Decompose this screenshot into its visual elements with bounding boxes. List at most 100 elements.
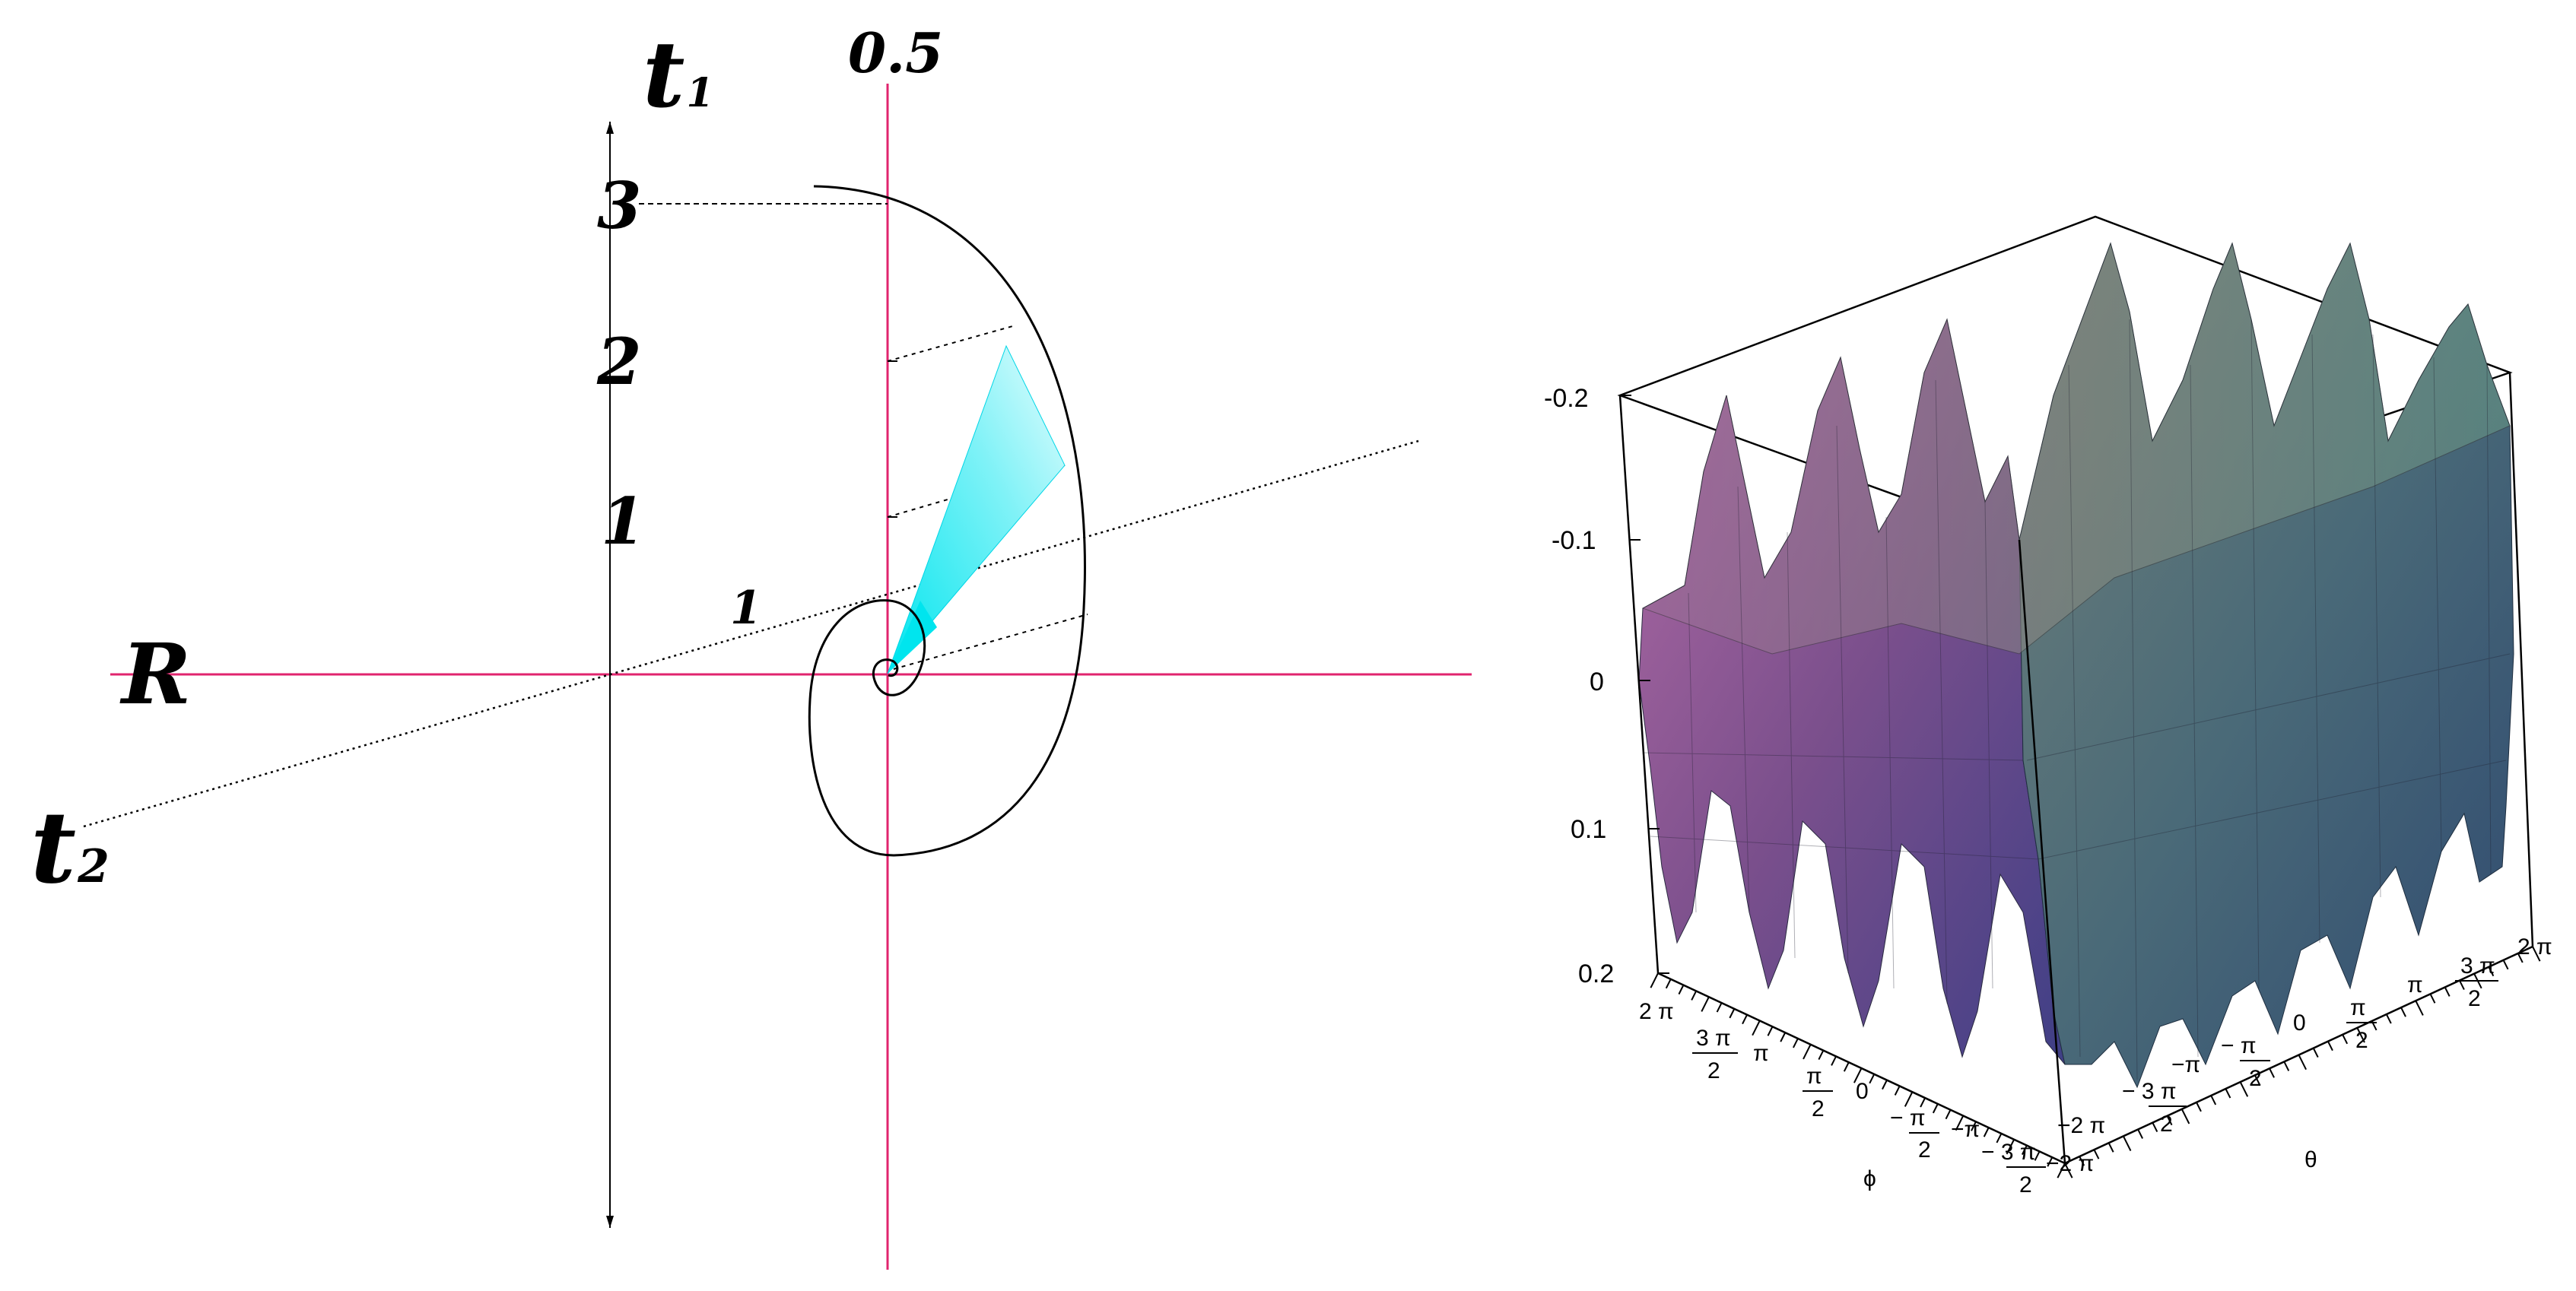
axis-tick	[2269, 1067, 2275, 1078]
t1-tick-2: 2	[596, 324, 641, 399]
axis-tick	[1678, 985, 1685, 995]
phi-tick-0: 0	[1856, 1079, 1869, 1104]
axis-tick	[2342, 1034, 2349, 1045]
surface-plot: -0.2 -0.1 0 0.1 0.2 2 π 3 π 2 π π 2 0 − …	[1544, 215, 2552, 1197]
axis-tick	[2225, 1088, 2231, 1099]
phi-axis-label: ϕ	[1863, 1166, 1876, 1191]
axis-tick	[2210, 1095, 2217, 1105]
z-tick-label: -0.2	[1544, 384, 1589, 413]
theta-tick-pi2-num: π	[2350, 995, 2366, 1020]
axis-tick	[2006, 1139, 2015, 1155]
axis-tick	[1767, 1026, 1774, 1036]
axis-tick	[1742, 1014, 1748, 1025]
axis-tick	[1869, 1074, 1876, 1084]
surface-ridges	[1641, 242, 2511, 655]
theta-tick-2pi: 2 π	[2517, 934, 2552, 960]
level-0-dashed	[893, 614, 1088, 670]
z-axis-ticks	[1620, 395, 1669, 974]
cyan-fan-base	[888, 601, 937, 674]
phi-tick-pi2-num: π	[1806, 1064, 1822, 1089]
phi-tick-mpi2-num: − π	[1890, 1105, 1926, 1131]
phi-tick-m3pi2-den: 2	[2019, 1172, 2032, 1197]
spiral-curve	[808, 185, 1086, 857]
axis-tick	[1955, 1115, 1965, 1131]
axis-tick	[1793, 1038, 1799, 1048]
box-edge-left	[1618, 395, 1660, 974]
axis-tick	[2385, 1013, 2392, 1024]
box-edge-right	[2508, 372, 2534, 947]
theta-axis-ticks	[2064, 946, 2541, 1178]
axis-tick	[1932, 1103, 1939, 1114]
theta-tick-m3pi2-num: − 3 π	[2122, 1079, 2177, 1104]
axis-tick	[2152, 1122, 2158, 1133]
axis-tick	[2327, 1041, 2333, 1052]
theta-tick-mpi2-num: − π	[2221, 1033, 2257, 1058]
t1-tick-3: 3	[597, 168, 641, 243]
axis-tick	[2137, 1129, 2143, 1139]
t2-axis-label: t2	[30, 789, 110, 906]
z-tick-label: 0.2	[1578, 960, 1614, 988]
t1-axis-arrow-bottom	[606, 1216, 614, 1228]
axis-tick	[2502, 960, 2509, 970]
phi-tick-m2pi: −2 π	[2046, 1151, 2094, 1176]
r-axis-label: R	[119, 625, 191, 723]
z-tick-label: 0	[1590, 668, 1604, 696]
axis-tick	[2356, 1027, 2365, 1043]
theta-tick-mpi: −π	[2171, 1052, 2200, 1077]
axis-tick	[2239, 1081, 2249, 1097]
t1-axis-label: t1	[643, 21, 714, 128]
axis-tick	[1853, 1067, 1863, 1083]
axis-tick	[1729, 1008, 1736, 1019]
theta-tick-labels: −2 π − 3 π 2 −π − π 2 0 π 2 π 3 π 2 2 π	[2057, 934, 2552, 1138]
axis-tick	[1818, 1050, 1825, 1061]
axis-tick	[2122, 1135, 2132, 1152]
axis-tick	[1716, 1002, 1723, 1013]
axis-tick	[2532, 946, 2541, 962]
half-label: 0.5	[848, 21, 943, 85]
theta-tick-3pi2-den: 2	[2468, 986, 2481, 1011]
axis-tick	[2459, 980, 2465, 990]
phi-tick-mpi: −π	[1951, 1117, 1980, 1142]
axis-tick	[2312, 1048, 2319, 1058]
axis-tick	[2444, 986, 2451, 997]
theta-tick-pi2-den: 2	[2355, 1028, 2368, 1053]
phi-tick-mpi2-den: 2	[1918, 1137, 1931, 1163]
phi-axis-ticks	[1650, 972, 2066, 1178]
axis-tick	[1665, 979, 1672, 989]
axis-tick	[2166, 1115, 2173, 1126]
axis-tick	[2400, 1007, 2406, 1017]
axis-tick	[2488, 966, 2495, 977]
z-tick-label: -0.1	[1552, 526, 1596, 555]
theta-tick-0: 0	[2293, 1010, 2306, 1036]
phi-tick-pi2-den: 2	[1812, 1096, 1825, 1121]
axis-tick	[2107, 1142, 2114, 1153]
axis-tick	[1920, 1097, 1926, 1108]
axis-tick	[1894, 1085, 1901, 1096]
axis-tick	[1803, 1044, 1812, 1060]
axis-tick	[2064, 1163, 2073, 1178]
axis-tick	[2057, 1163, 2066, 1178]
axis-tick	[2254, 1074, 2260, 1085]
phi-tick-m3pi2-num: − 3 π	[1981, 1140, 2036, 1165]
axis-tick	[2021, 1145, 2028, 1156]
axis-tick	[1996, 1133, 2003, 1144]
axis-tick	[1904, 1091, 1914, 1107]
axis-tick	[2181, 1109, 2190, 1124]
t1-tick-1: 1	[601, 484, 645, 559]
theta-tick-m2pi: −2 π	[2057, 1113, 2105, 1138]
axis-tick	[1701, 996, 1710, 1012]
phi-tick-3pi2-num: 3 π	[1696, 1026, 1731, 1051]
axis-tick	[1752, 1020, 1761, 1036]
surface-mesh	[1642, 319, 2511, 1080]
axis-tick	[1882, 1080, 1888, 1090]
level-2-dashed	[887, 325, 1016, 362]
axis-tick	[2429, 993, 2436, 1004]
axis-tick	[1971, 1121, 1977, 1131]
axis-tick	[2093, 1149, 2100, 1159]
axis-tick	[1843, 1061, 1850, 1072]
axis-tick	[1831, 1055, 1837, 1066]
box-edge-front	[2018, 539, 2066, 1164]
axis-tick	[2079, 1156, 2085, 1166]
axis-tick	[2034, 1150, 2041, 1161]
